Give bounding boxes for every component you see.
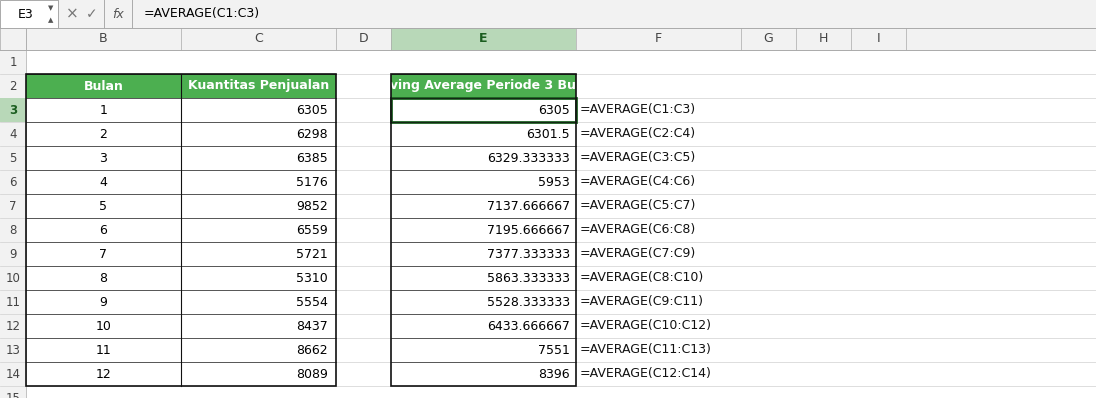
Text: 5528.333333: 5528.333333 <box>487 295 570 308</box>
Text: ▼: ▼ <box>48 5 54 11</box>
Text: 9852: 9852 <box>296 199 328 213</box>
Text: =AVERAGE(C7:C9): =AVERAGE(C7:C9) <box>580 248 696 261</box>
Text: 6298: 6298 <box>296 127 328 140</box>
Text: 5953: 5953 <box>538 176 570 189</box>
Bar <box>0 98 26 122</box>
Text: 6301.5: 6301.5 <box>526 127 570 140</box>
Text: G: G <box>764 33 774 45</box>
Text: =AVERAGE(C2:C4): =AVERAGE(C2:C4) <box>580 127 696 140</box>
Text: 14: 14 <box>5 367 21 380</box>
Text: 10: 10 <box>95 320 112 332</box>
Bar <box>0 28 1096 50</box>
Text: =AVERAGE(C11:C13): =AVERAGE(C11:C13) <box>580 343 712 357</box>
Text: 5721: 5721 <box>296 248 328 261</box>
Text: 6385: 6385 <box>296 152 328 164</box>
Bar <box>181 74 336 98</box>
Text: =AVERAGE(C4:C6): =AVERAGE(C4:C6) <box>580 176 696 189</box>
Text: 5: 5 <box>9 152 16 164</box>
Text: 2: 2 <box>9 80 16 92</box>
Text: 11: 11 <box>5 295 21 308</box>
Text: 6559: 6559 <box>296 224 328 236</box>
Bar <box>0 50 26 398</box>
Bar <box>391 28 576 50</box>
Text: 5863.333333: 5863.333333 <box>487 271 570 285</box>
Text: 3: 3 <box>100 152 107 164</box>
Text: 8: 8 <box>100 271 107 285</box>
Bar <box>391 74 576 386</box>
Text: =AVERAGE(C8:C10): =AVERAGE(C8:C10) <box>580 271 705 285</box>
Text: F: F <box>655 33 662 45</box>
Bar <box>26 74 336 386</box>
Text: 6329.333333: 6329.333333 <box>488 152 570 164</box>
Text: 13: 13 <box>5 343 21 357</box>
Text: 6305: 6305 <box>296 103 328 117</box>
Text: 12: 12 <box>95 367 112 380</box>
Text: 5554: 5554 <box>296 295 328 308</box>
Text: =AVERAGE(C12:C14): =AVERAGE(C12:C14) <box>580 367 712 380</box>
Text: 7137.666667: 7137.666667 <box>487 199 570 213</box>
Text: 6305: 6305 <box>538 103 570 117</box>
Text: ▲: ▲ <box>48 17 54 23</box>
Text: =AVERAGE(C1:C3): =AVERAGE(C1:C3) <box>580 103 696 117</box>
Text: =AVERAGE(C10:C12): =AVERAGE(C10:C12) <box>580 320 712 332</box>
Text: 10: 10 <box>5 271 21 285</box>
Text: 15: 15 <box>5 392 21 398</box>
Bar <box>0 0 58 28</box>
Text: =AVERAGE(C3:C5): =AVERAGE(C3:C5) <box>580 152 696 164</box>
Text: 3: 3 <box>9 103 18 117</box>
Text: 7: 7 <box>100 248 107 261</box>
Text: fx: fx <box>112 8 124 21</box>
Text: 4: 4 <box>9 127 16 140</box>
Text: 9: 9 <box>100 295 107 308</box>
Text: 8396: 8396 <box>538 367 570 380</box>
Text: 7551: 7551 <box>538 343 570 357</box>
Text: D: D <box>358 33 368 45</box>
Text: 1: 1 <box>9 55 16 68</box>
Text: Kuantitas Penjualan: Kuantitas Penjualan <box>187 80 329 92</box>
Text: 8089: 8089 <box>296 367 328 380</box>
Text: 6433.666667: 6433.666667 <box>487 320 570 332</box>
Text: 5176: 5176 <box>296 176 328 189</box>
Text: 8: 8 <box>9 224 16 236</box>
Text: 12: 12 <box>5 320 21 332</box>
Text: ×: × <box>66 6 79 21</box>
Text: 9: 9 <box>9 248 16 261</box>
Text: ✓: ✓ <box>87 7 98 21</box>
Text: 6: 6 <box>9 176 16 189</box>
Text: 1: 1 <box>100 103 107 117</box>
Text: 7195.666667: 7195.666667 <box>487 224 570 236</box>
Bar <box>391 74 576 98</box>
Text: E: E <box>479 33 488 45</box>
Bar <box>0 0 1096 28</box>
Text: 8437: 8437 <box>296 320 328 332</box>
Text: 6: 6 <box>100 224 107 236</box>
Bar <box>391 98 576 386</box>
Text: 7377.333333: 7377.333333 <box>487 248 570 261</box>
Text: 7: 7 <box>9 199 16 213</box>
Bar <box>26 98 336 386</box>
Text: I: I <box>877 33 880 45</box>
Text: 5: 5 <box>100 199 107 213</box>
Bar <box>391 98 576 122</box>
Text: 8662: 8662 <box>296 343 328 357</box>
Text: =AVERAGE(C1:C3): =AVERAGE(C1:C3) <box>144 8 260 21</box>
Text: E3: E3 <box>19 8 34 21</box>
Bar <box>26 74 181 98</box>
Text: H: H <box>819 33 829 45</box>
Text: Bulan: Bulan <box>83 80 124 92</box>
Text: C: C <box>254 33 263 45</box>
Text: =AVERAGE(C5:C7): =AVERAGE(C5:C7) <box>580 199 696 213</box>
Text: 11: 11 <box>95 343 112 357</box>
Text: 5310: 5310 <box>296 271 328 285</box>
Text: B: B <box>99 33 107 45</box>
Text: Moving Average Periode 3 Bulan: Moving Average Periode 3 Bulan <box>369 80 597 92</box>
Text: 2: 2 <box>100 127 107 140</box>
Text: 4: 4 <box>100 176 107 189</box>
Text: =AVERAGE(C6:C8): =AVERAGE(C6:C8) <box>580 224 696 236</box>
Text: =AVERAGE(C9:C11): =AVERAGE(C9:C11) <box>580 295 704 308</box>
